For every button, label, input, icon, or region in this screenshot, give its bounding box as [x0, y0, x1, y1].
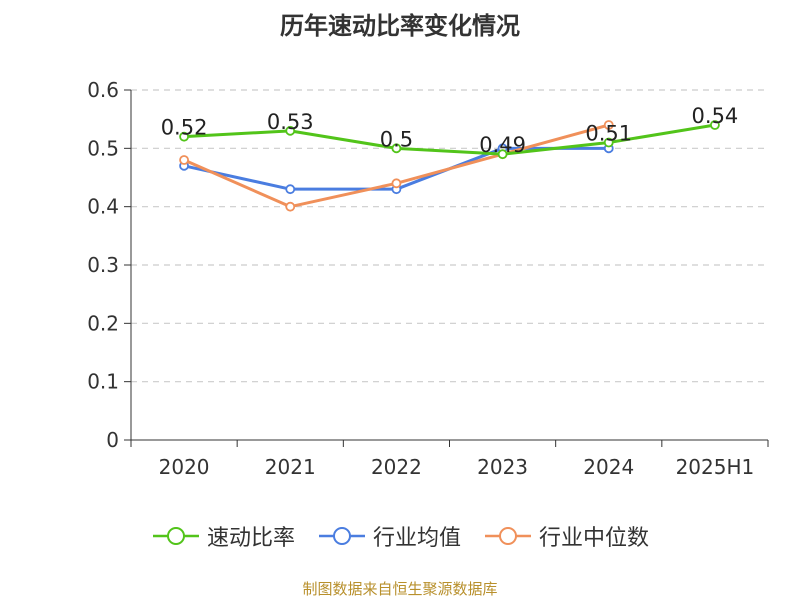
source-note: 制图数据来自恒生聚源数据库: [302, 580, 498, 598]
legend-circle: [332, 527, 351, 545]
legend-item[interactable]: 速动比率: [151, 520, 295, 552]
data-point: [391, 178, 402, 189]
data-label: 0.54: [692, 104, 739, 128]
legend-marker-icon: [318, 527, 365, 545]
data-label: 0.5: [380, 127, 413, 151]
data-point: [285, 201, 296, 212]
data-label: 0.49: [479, 133, 526, 157]
y-tick-label: 0.2: [87, 311, 119, 335]
data-point: [603, 120, 614, 130]
legend-marker-icon: [485, 527, 531, 545]
y-tick-label: 0.5: [87, 136, 119, 160]
data-point: [391, 143, 402, 154]
y-tick-label: 0.3: [87, 253, 119, 277]
data-label: 0.53: [267, 110, 314, 134]
legend-label: 速动比率: [206, 526, 295, 551]
chart-title: 历年速动比率变化情况: [280, 12, 520, 40]
grid-lines: [131, 89, 768, 383]
data-label: 0.51: [585, 122, 632, 146]
data-point: [285, 125, 296, 136]
legend-label: 行业中位数: [539, 526, 650, 551]
legend-item[interactable]: 行业均值: [317, 520, 461, 552]
data-point: [497, 149, 508, 160]
x-tick-label: 2025H1: [676, 455, 755, 479]
y-tick-label: 0.6: [87, 78, 119, 102]
legend-circle: [499, 527, 517, 545]
data-point: [285, 184, 296, 195]
legend-circle: [166, 527, 185, 545]
data-point: [179, 131, 189, 142]
y-tick-label: 0.4: [87, 195, 119, 219]
x-tick-label: 2020: [159, 455, 210, 479]
data-point: [603, 137, 614, 148]
axes: 0 0.1 0.2 0.3 0.4 0.5 0.6 2020 2021 2022 2023 2024 2…: [87, 78, 769, 479]
data-labels: 0.52 0.53 0.5 0.49 0.51 0.54: [161, 104, 739, 157]
legend-label: 行业均值: [372, 526, 461, 551]
legend-item[interactable]: 行业中位数: [483, 520, 649, 552]
legend: 速动比率 行业均值 行业中位数: [0, 520, 800, 552]
data-point: [710, 120, 720, 130]
data-point: [179, 155, 189, 165]
x-tick-label: 2023: [477, 455, 528, 479]
y-tick-label: 0.1: [87, 370, 119, 394]
legend-marker-icon: [152, 527, 199, 545]
x-tick-label: 2022: [371, 455, 422, 479]
series-line-0: [184, 123, 716, 156]
y-tick-label: 0: [106, 428, 119, 452]
data-label: 0.52: [161, 116, 208, 140]
x-tick-label: 2021: [265, 455, 316, 479]
series-lines: [179, 120, 720, 212]
x-tick-label: 2024: [583, 455, 634, 479]
